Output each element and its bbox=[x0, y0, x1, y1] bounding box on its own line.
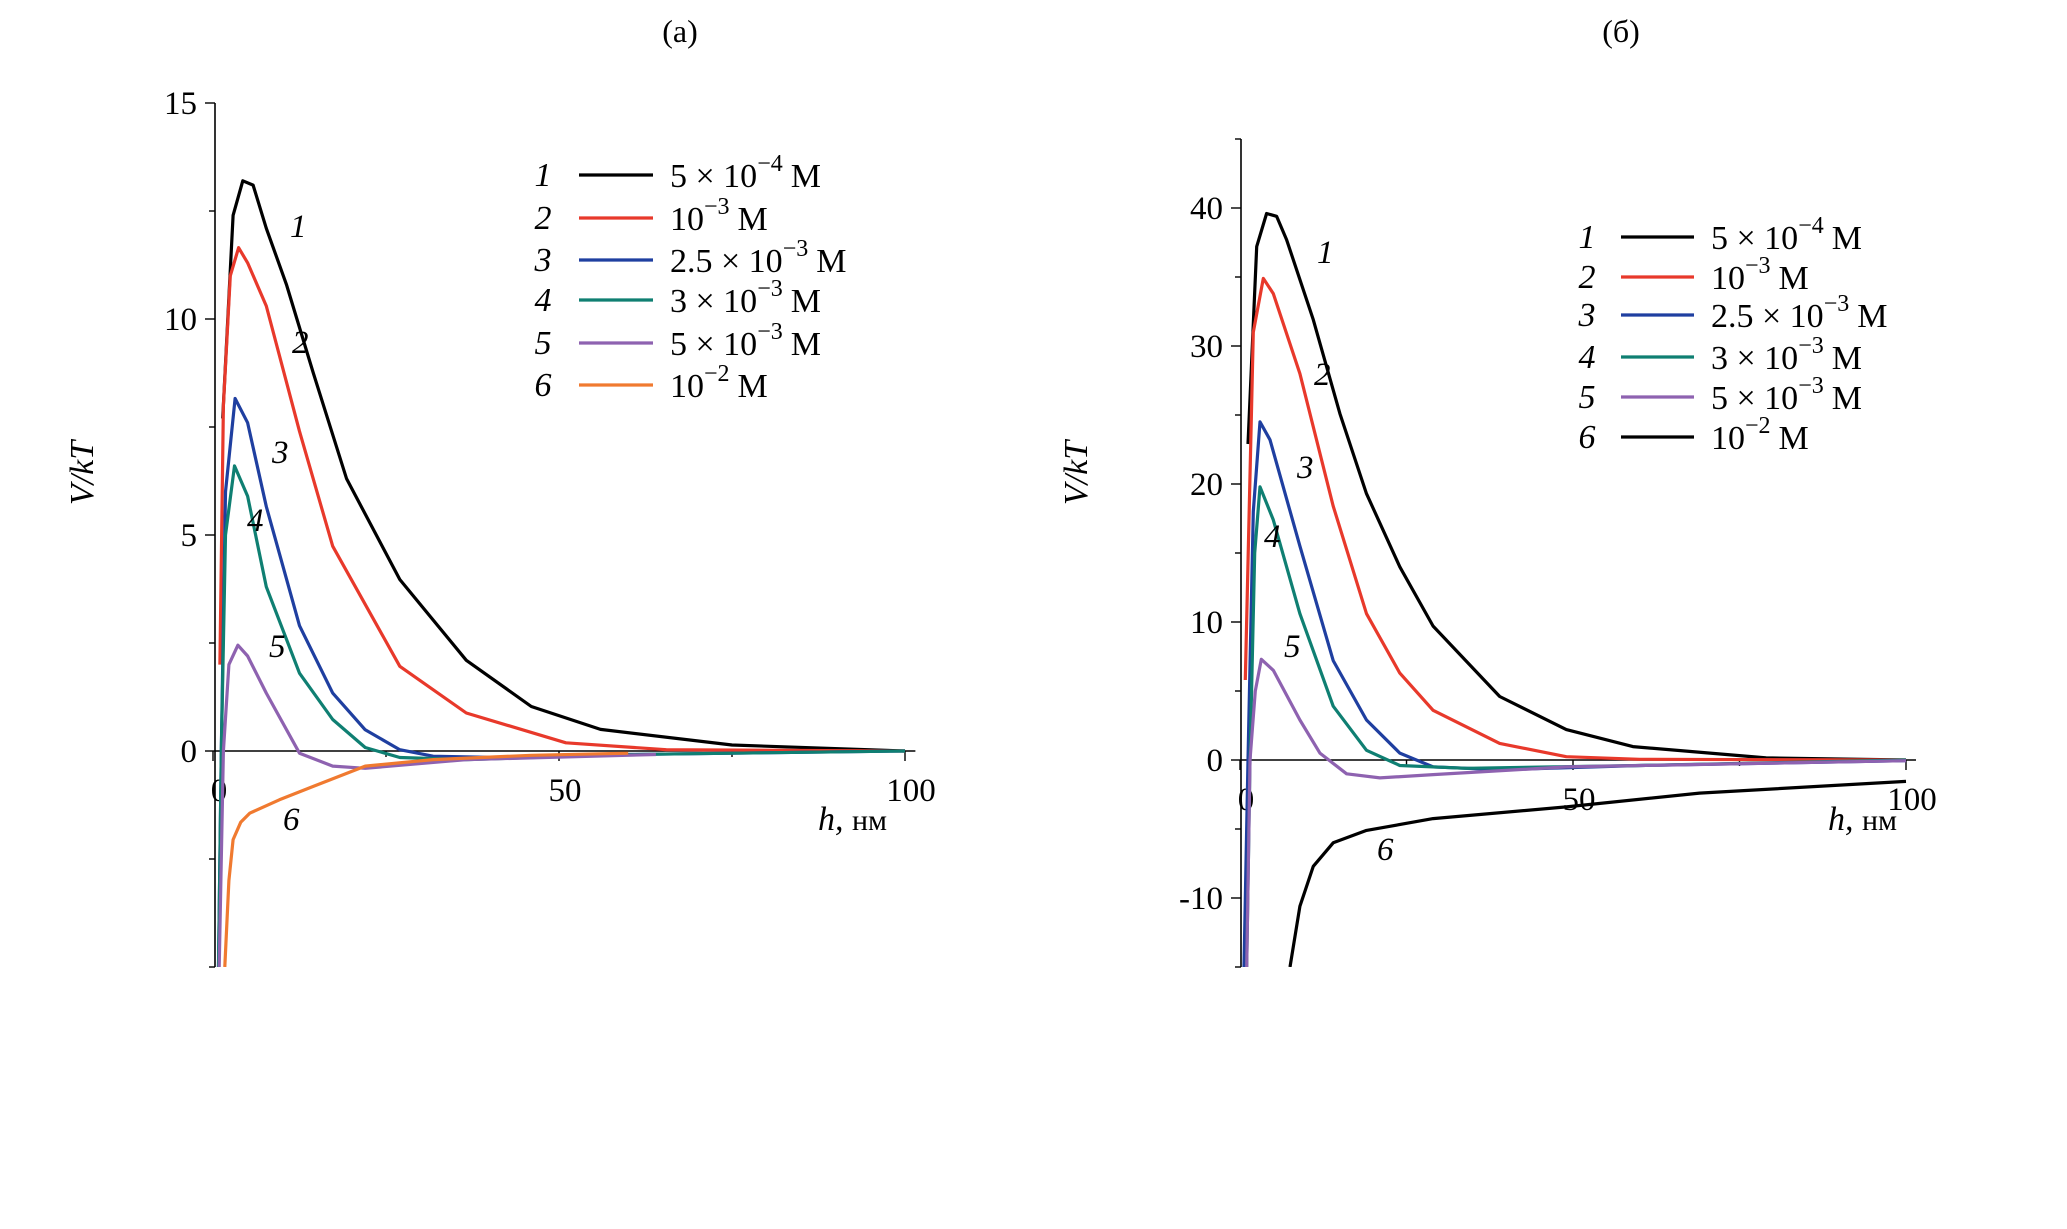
x-tick-label: 50 bbox=[549, 773, 582, 809]
curve-label-2: 2 bbox=[292, 325, 309, 361]
legend-entry: 10−2 М bbox=[1711, 413, 1809, 457]
series-line-1 bbox=[1246, 211, 1907, 762]
legend-number: 1 bbox=[535, 157, 552, 194]
legend-entry: 5 × 10−4 М bbox=[670, 151, 821, 195]
legend-number: 1 bbox=[1579, 219, 1596, 256]
legend-entry: 5 × 10−4 М bbox=[1711, 213, 1862, 257]
legend-number: 2 bbox=[1579, 259, 1596, 296]
legend-entry: 10−3 М bbox=[670, 194, 768, 238]
series-line-3 bbox=[1242, 420, 1907, 967]
panel-title: (а) bbox=[662, 13, 698, 49]
y-tick-label: 10 bbox=[164, 302, 197, 338]
y-tick-label: 0 bbox=[181, 734, 198, 770]
curve-label-6: 6 bbox=[283, 802, 300, 838]
legend-entry: 10−2 М bbox=[670, 361, 768, 405]
legend-number: 3 bbox=[534, 242, 552, 279]
legend-number: 6 bbox=[1579, 419, 1596, 456]
curve-label-1: 1 bbox=[290, 209, 307, 245]
series-line-2 bbox=[1243, 276, 1907, 762]
y-tick-label: 30 bbox=[1190, 329, 1223, 365]
legend-entry: 5 × 10−3 М bbox=[1711, 373, 1862, 417]
series-line-6 bbox=[1288, 779, 1907, 967]
curve-label-5: 5 bbox=[1284, 629, 1301, 665]
x-axis-label: h, нм bbox=[818, 801, 887, 838]
curve-label-3: 3 bbox=[1296, 450, 1314, 486]
curve-label-5: 5 bbox=[269, 629, 286, 665]
x-tick-label: 100 bbox=[886, 773, 936, 809]
legend-number: 4 bbox=[535, 282, 552, 319]
series-line-3 bbox=[216, 396, 906, 967]
legend-number: 5 bbox=[535, 325, 552, 362]
y-tick-label: 10 bbox=[1190, 605, 1223, 641]
legend-entry: 3 × 10−3 М bbox=[670, 276, 821, 320]
y-tick-label: 20 bbox=[1190, 467, 1223, 503]
y-tick-label: 15 bbox=[164, 86, 197, 122]
x-tick-label: 100 bbox=[1887, 782, 1937, 818]
y-axis-label: V/kT bbox=[64, 439, 101, 505]
legend-number: 5 bbox=[1579, 379, 1596, 416]
series-line-4 bbox=[1245, 485, 1907, 967]
legend-entry: 5 × 10−3 М bbox=[670, 319, 821, 363]
legend-entry: 10−3 М bbox=[1711, 253, 1809, 297]
series-line-6 bbox=[223, 751, 629, 967]
curve-label-2: 2 bbox=[1314, 357, 1331, 393]
x-tick-label: 0 bbox=[211, 773, 228, 809]
legend-entry: 3 × 10−3 М bbox=[1711, 333, 1862, 377]
curve-label-4: 4 bbox=[247, 503, 264, 539]
x-axis-label: h, нм bbox=[1828, 801, 1897, 838]
curve-label-6: 6 bbox=[1377, 832, 1394, 868]
panel-a: (а) 0 5 10 15 0 50 100 V/kT h, нм 1 1 5 × 10−4 М 2 2 10−… bbox=[64, 13, 936, 968]
curve-label-3: 3 bbox=[271, 435, 289, 471]
y-axis-label: V/kT bbox=[1058, 439, 1095, 505]
y-tick-label: 40 bbox=[1190, 191, 1223, 227]
series-line-2 bbox=[218, 246, 906, 753]
x-tick-label: 50 bbox=[1563, 782, 1596, 818]
legend-number: 2 bbox=[535, 200, 552, 237]
curve-label-1: 1 bbox=[1317, 235, 1334, 271]
y-tick-label: 5 bbox=[181, 518, 198, 554]
y-tick-label: 0 bbox=[1207, 743, 1224, 779]
series-line-1 bbox=[221, 179, 906, 753]
legend-number: 3 bbox=[1578, 297, 1596, 334]
legend-number: 4 bbox=[1579, 339, 1596, 376]
panel-title: (б) bbox=[1602, 13, 1640, 49]
legend-entry: 2.5 × 10−3 М bbox=[1711, 291, 1887, 335]
curve-label-4: 4 bbox=[1264, 519, 1281, 555]
series-line-5 bbox=[217, 643, 656, 967]
legend-entry: 2.5 × 10−3 М bbox=[670, 236, 846, 280]
series-line-5 bbox=[1245, 657, 1907, 967]
y-tick-label: -10 bbox=[1179, 881, 1223, 917]
legend-number: 6 bbox=[535, 367, 552, 404]
